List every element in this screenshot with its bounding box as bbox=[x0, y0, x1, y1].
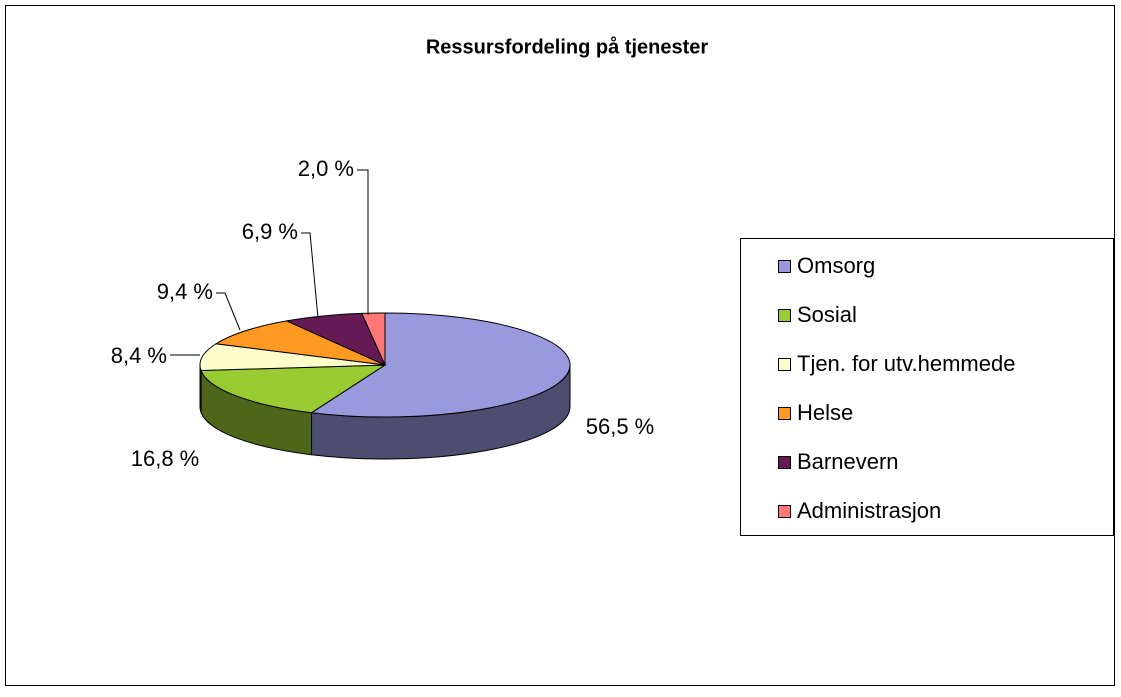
slice bbox=[200, 364, 387, 414]
legend-label: Sosial bbox=[797, 302, 857, 327]
slice bbox=[199, 343, 386, 372]
data-label: 6,9 % bbox=[242, 219, 298, 244]
chart-title: Ressursfordeling på tjenester bbox=[426, 35, 709, 58]
legend-swatch bbox=[778, 456, 791, 469]
legend-label: Helse bbox=[797, 400, 853, 425]
slice-side bbox=[199, 364, 202, 413]
data-label: 56,5 % bbox=[586, 414, 655, 439]
data-label: 16,8 % bbox=[131, 446, 200, 471]
slice bbox=[214, 320, 386, 366]
legend-swatch bbox=[778, 260, 791, 273]
legend-label: Administrasjon bbox=[797, 498, 941, 523]
slice bbox=[361, 312, 386, 366]
slice bbox=[310, 312, 571, 418]
legend-label: Omsorg bbox=[797, 253, 875, 278]
pie-labels: 56,5 % 16,8 % 8,4 % 9,4 % 6,9 % 2,0 % bbox=[111, 156, 655, 471]
leader-line bbox=[216, 292, 241, 331]
legend-swatch bbox=[778, 407, 791, 420]
legend-swatch bbox=[778, 505, 791, 518]
data-label: 8,4 % bbox=[111, 343, 167, 368]
legend-swatch bbox=[778, 358, 791, 371]
legend-label: Barnevern bbox=[797, 449, 899, 474]
legend-label: Tjen. for utv.hemmede bbox=[797, 351, 1015, 376]
leader-line bbox=[301, 232, 319, 319]
pie-tops bbox=[199, 312, 571, 418]
leader-line bbox=[357, 169, 369, 315]
legend-box bbox=[740, 238, 1114, 536]
data-label: 2,0 % bbox=[298, 156, 354, 181]
data-label: 9,4 % bbox=[157, 279, 213, 304]
legend-swatch bbox=[778, 309, 791, 322]
